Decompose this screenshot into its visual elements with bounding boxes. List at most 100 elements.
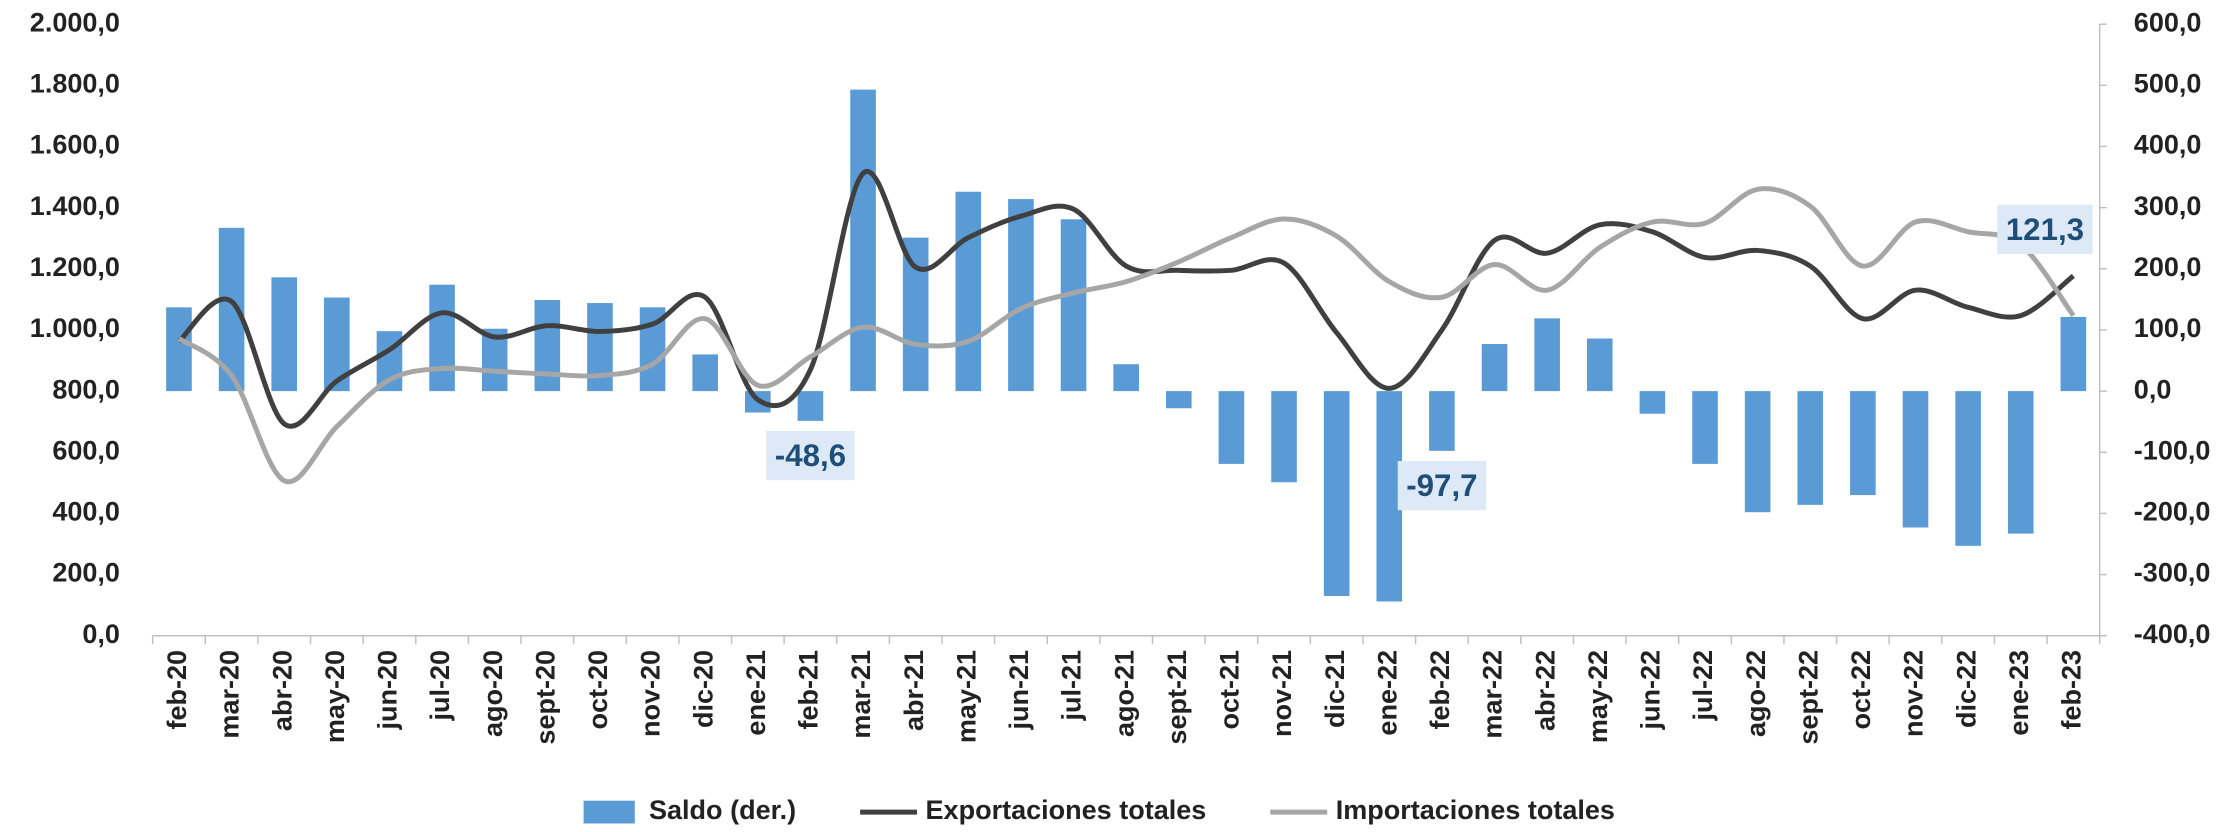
x-tick-label: may-21 xyxy=(951,650,981,743)
bar xyxy=(2060,316,2087,392)
x-tick-label: nov-22 xyxy=(1899,650,1929,737)
bar xyxy=(1218,391,1245,464)
x-tick-label: jun-22 xyxy=(1636,650,1666,731)
bar xyxy=(1323,391,1350,596)
data-label: -48,6 xyxy=(775,438,846,473)
bar xyxy=(1692,391,1718,464)
bar xyxy=(1586,338,1613,392)
legend-label: Importaciones totales xyxy=(1336,795,1615,825)
y2-tick-label: 0,0 xyxy=(2134,374,2172,404)
bar xyxy=(1850,391,1876,496)
x-tick-label: jul-22 xyxy=(1688,650,1718,722)
y-tick-label: 600,0 xyxy=(52,435,120,465)
y-tick-label: 2.000,0 xyxy=(30,7,120,37)
x-tick-label: ene-21 xyxy=(741,650,771,736)
y2-tick-label: -300,0 xyxy=(2134,558,2211,588)
data-label-bg xyxy=(1397,460,1487,511)
bar xyxy=(2007,391,2034,534)
data-label: 121,3 xyxy=(2006,212,2084,247)
bar xyxy=(1481,344,1508,392)
bar xyxy=(534,299,561,392)
x-tick-label: feb-22 xyxy=(1425,650,1455,730)
x-tick-label: dic-21 xyxy=(1320,650,1350,728)
bar xyxy=(1060,219,1087,392)
y2-tick-label: 200,0 xyxy=(2134,252,2202,282)
y-tick-label: 1.800,0 xyxy=(30,68,120,98)
x-tick-label: nov-20 xyxy=(636,650,666,737)
x-tick-label: ago-21 xyxy=(1109,650,1139,737)
y2-tick-label: -200,0 xyxy=(2134,497,2211,527)
y2-tick-label: -400,0 xyxy=(2134,619,2211,649)
bar xyxy=(1429,391,1455,451)
y-tick-label: 1.200,0 xyxy=(30,252,120,282)
x-tick-label: oct-21 xyxy=(1215,650,1245,730)
y-tick-label: 0,0 xyxy=(82,619,120,649)
data-label: -97,7 xyxy=(1406,468,1477,503)
bar xyxy=(955,191,982,392)
x-tick-label: may-22 xyxy=(1583,650,1613,743)
x-tick-label: sept-20 xyxy=(530,650,560,745)
x-tick-label: abr-22 xyxy=(1530,650,1560,731)
bar xyxy=(1008,199,1034,392)
y2-tick-label: 300,0 xyxy=(2134,191,2202,221)
bar xyxy=(166,307,192,392)
bar xyxy=(1744,391,1771,513)
y2-tick-label: 100,0 xyxy=(2134,313,2202,343)
x-tick-label: sept-22 xyxy=(1793,650,1823,745)
x-tick-label: ene-23 xyxy=(2004,650,2034,736)
x-tick-label: oct-22 xyxy=(1846,650,1876,730)
bar xyxy=(850,89,876,392)
data-label-bg xyxy=(1997,204,2093,254)
bar xyxy=(1902,391,1929,528)
y2-tick-label: -100,0 xyxy=(2134,435,2211,465)
bar xyxy=(1534,318,1560,392)
y-tick-label: 1.400,0 xyxy=(30,191,120,221)
x-tick-label: ene-22 xyxy=(1372,650,1402,736)
legend-swatch xyxy=(583,800,635,824)
x-tick-label: feb-23 xyxy=(2057,650,2087,730)
x-tick-label: feb-20 xyxy=(162,650,192,730)
bar xyxy=(429,284,455,392)
x-tick-label: jul-20 xyxy=(425,650,455,722)
x-tick-label: jun-20 xyxy=(373,650,403,731)
x-tick-label: ago-22 xyxy=(1741,650,1771,737)
x-tick-label: abr-20 xyxy=(267,650,297,731)
y2-tick-label: 600,0 xyxy=(2134,7,2202,37)
legend-label: Saldo (der.) xyxy=(649,795,796,825)
x-tick-label: jul-21 xyxy=(1057,650,1087,722)
bar xyxy=(797,391,824,421)
y2-tick-label: 400,0 xyxy=(2134,130,2202,160)
y-tick-label: 400,0 xyxy=(52,497,120,527)
bar xyxy=(902,237,929,392)
data-label-bg xyxy=(766,430,855,481)
x-tick-label: jun-21 xyxy=(1004,650,1034,731)
bar xyxy=(1165,391,1192,409)
x-tick-label: mar-20 xyxy=(215,650,245,739)
bar xyxy=(1955,391,1981,546)
y2-tick-label: 500,0 xyxy=(2134,68,2202,98)
y-tick-label: 1.600,0 xyxy=(30,130,120,160)
y-tick-label: 200,0 xyxy=(52,558,120,588)
x-tick-label: ago-20 xyxy=(478,650,508,737)
bar xyxy=(1271,391,1297,483)
bar xyxy=(1113,364,1139,392)
y-tick-label: 800,0 xyxy=(52,374,120,404)
line xyxy=(177,186,2076,485)
line xyxy=(177,168,2075,429)
x-tick-label: may-20 xyxy=(320,650,350,743)
legend-label: Exportaciones totales xyxy=(926,795,1207,825)
x-tick-label: oct-20 xyxy=(583,650,613,730)
bar xyxy=(1639,391,1666,414)
x-tick-label: mar-21 xyxy=(846,650,876,739)
x-tick-label: abr-21 xyxy=(899,650,929,731)
x-tick-label: dic-22 xyxy=(1951,650,1981,728)
bar xyxy=(1797,391,1824,505)
x-tick-label: mar-22 xyxy=(1478,650,1508,739)
x-tick-label: nov-21 xyxy=(1267,650,1297,737)
x-tick-label: feb-21 xyxy=(794,650,824,730)
bar xyxy=(271,277,298,392)
y-tick-label: 1.000,0 xyxy=(30,313,120,343)
x-tick-label: sept-21 xyxy=(1162,650,1192,745)
bar xyxy=(692,354,718,392)
